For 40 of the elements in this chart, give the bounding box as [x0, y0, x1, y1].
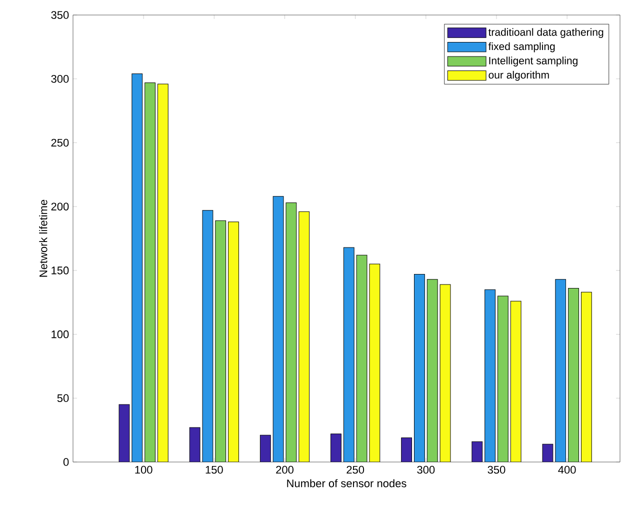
bar	[484, 289, 496, 462]
y-tick-label: 200	[51, 202, 69, 210]
x-tick-label: 350	[488, 466, 506, 474]
x-axis-title: Number of sensor nodes	[287, 479, 406, 488]
bar	[568, 288, 579, 462]
bar	[414, 274, 425, 462]
x-tick-label: 400	[558, 466, 576, 474]
bar	[580, 292, 592, 462]
bar	[330, 434, 342, 462]
bar	[401, 437, 412, 462]
legend-label: Intelligent sampling	[489, 56, 578, 66]
y-tick-label: 100	[52, 330, 69, 338]
x-tick-label: 200	[276, 466, 294, 474]
legend-label: fixed sampling	[488, 42, 555, 52]
bar	[228, 222, 239, 462]
x-tick-label: 150	[206, 466, 223, 474]
bar	[497, 296, 508, 462]
legend-label: our algorithm	[488, 70, 549, 81]
y-tick-label: 350	[51, 11, 69, 19]
x-tick-label: 300	[417, 466, 435, 474]
bar	[369, 264, 380, 462]
bar	[118, 404, 130, 462]
legend-label: traditioanl data gathering	[488, 28, 604, 38]
x-tick-label: 100	[135, 466, 152, 474]
bar	[510, 300, 522, 462]
y-tick-label: 150	[52, 266, 69, 274]
y-tick-label: 250	[51, 138, 69, 147]
y-tick-label: 50	[57, 394, 69, 402]
bar	[440, 284, 451, 462]
bar	[260, 434, 271, 462]
bar	[298, 211, 310, 462]
y-axis-title: Network lifetime	[39, 200, 48, 277]
bar	[555, 279, 566, 462]
y-tick-label: 0	[63, 458, 69, 466]
x-tick-label: 250	[346, 466, 364, 474]
bar	[144, 82, 156, 462]
bar	[157, 84, 168, 462]
bar	[343, 247, 354, 462]
bar	[215, 220, 226, 462]
y-tick-label: 300	[51, 74, 69, 83]
